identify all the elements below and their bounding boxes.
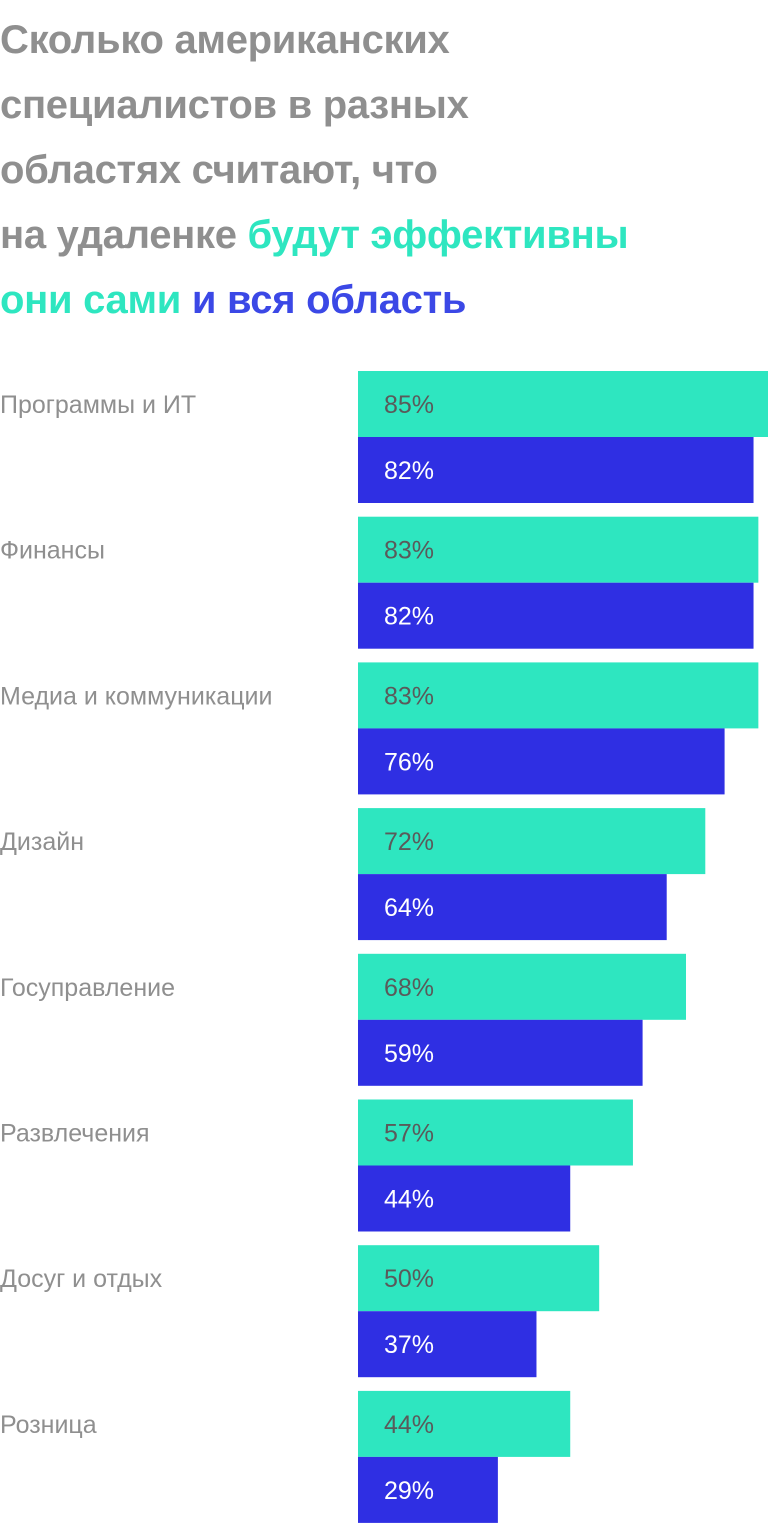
bar-field (358, 1165, 571, 1232)
category-label: Программы и ИТ (0, 391, 196, 419)
chart-title: Сколько американских специалистов в разн… (0, 8, 768, 333)
value-label-self: 85% (384, 391, 434, 419)
bar-group: Досуг и отдых 50% 37% (0, 1245, 600, 1378)
value-label-field: 59% (384, 1040, 434, 1068)
value-label-self: 57% (384, 1120, 434, 1148)
title-line-5: они сами и вся область (0, 268, 768, 333)
bar-group: Розница 44% 29% (0, 1390, 571, 1523)
bar-self (358, 1390, 571, 1457)
bar-group: Госуправление 68% 59% (0, 953, 686, 1086)
category-label: Медиа и коммуникации (0, 682, 272, 710)
bar-group: Финансы 83% 82% (0, 516, 759, 649)
bar-self (358, 662, 759, 729)
bar-self (358, 516, 759, 583)
value-label-field: 37% (384, 1331, 434, 1359)
title-line-3: областях считают, что (0, 148, 438, 192)
bar-field (358, 874, 667, 941)
title-highlight-effective: будут эффективны (247, 213, 629, 257)
value-label-self: 44% (384, 1411, 434, 1439)
value-label-self: 83% (384, 537, 434, 565)
bar-field (358, 1311, 537, 1378)
bar-field (358, 1456, 498, 1523)
title-line-2: специалистов в разных (0, 83, 469, 127)
value-label-field: 82% (384, 457, 434, 485)
bar-self (358, 808, 706, 875)
category-label: Дизайн (0, 828, 84, 856)
title-line-4-start: на удаленке (0, 213, 248, 257)
value-label-field: 44% (384, 1186, 434, 1214)
value-label-self: 68% (384, 974, 434, 1002)
category-label: Финансы (0, 537, 105, 565)
bar-field (358, 1019, 643, 1086)
value-label-self: 72% (384, 828, 434, 856)
bar-field (358, 728, 725, 795)
bar-group: Программы и ИТ 85% 82% (0, 371, 768, 503)
title-line-1: Сколько американских (0, 18, 450, 62)
legend-field: и вся область (181, 278, 467, 322)
category-label: Досуг и отдых (0, 1265, 163, 1293)
bar-group: Дизайн 72% 64% (0, 808, 706, 941)
value-label-self: 50% (384, 1265, 434, 1293)
value-label-field: 76% (384, 748, 434, 776)
bar-field (358, 437, 754, 503)
bar-self (358, 1245, 600, 1312)
bar-self (358, 953, 686, 1020)
bar-self (358, 371, 768, 437)
value-label-field: 82% (384, 603, 434, 631)
bar-self (358, 1099, 633, 1166)
category-label: Развлечения (0, 1120, 150, 1148)
bar-field (358, 582, 754, 649)
category-label: Госуправление (0, 974, 175, 1002)
value-label-field: 29% (384, 1477, 434, 1505)
value-label-field: 64% (384, 894, 434, 922)
legend-self: они сами (0, 278, 182, 322)
value-label-self: 83% (384, 682, 434, 710)
title-line-4: на удаленке будут эффективны (0, 203, 768, 268)
bar-group: Развлечения 57% 44% (0, 1099, 633, 1232)
bar-group: Медиа и коммуникации 83% 76% (0, 662, 759, 795)
category-label: Розница (0, 1411, 97, 1439)
